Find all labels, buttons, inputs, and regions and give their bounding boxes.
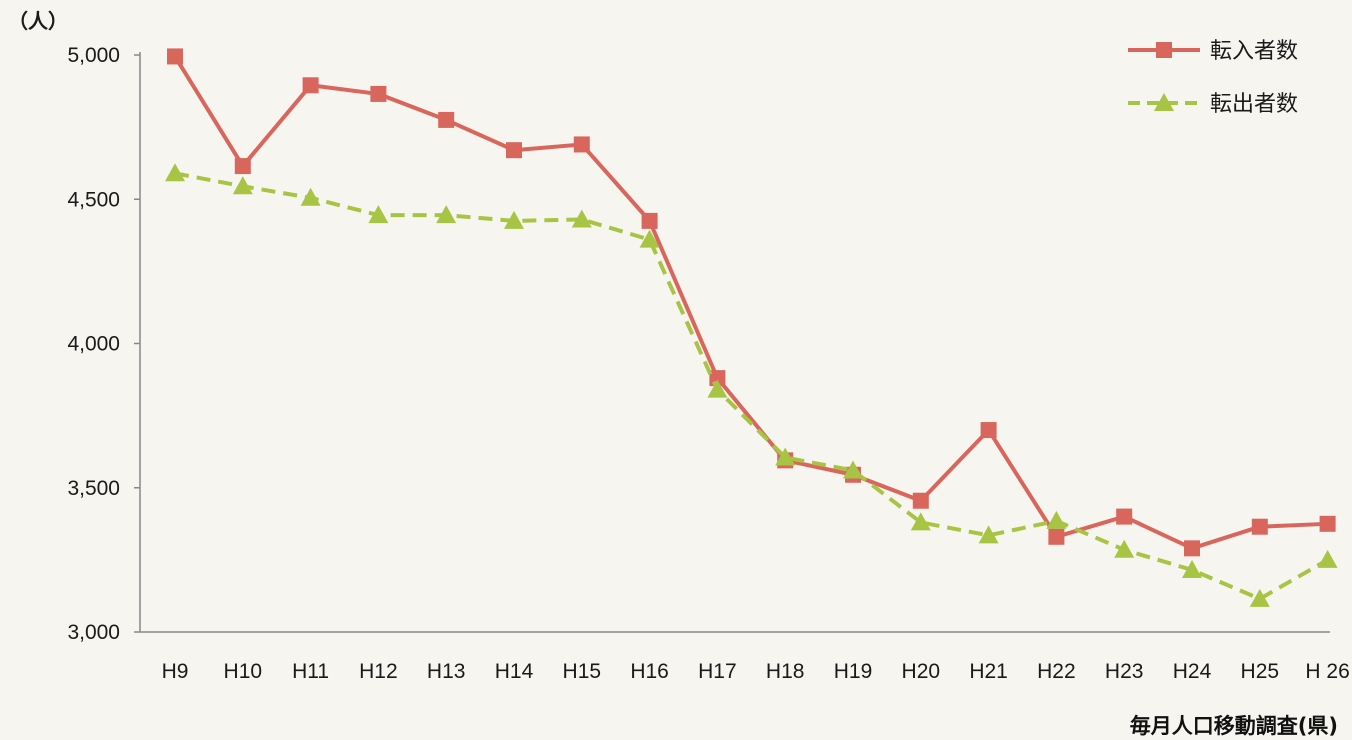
legend-square-marker xyxy=(1156,42,1172,58)
x-tick-label: H13 xyxy=(427,660,466,683)
x-tick-label: H11 xyxy=(292,660,329,683)
data-point-square xyxy=(1251,518,1268,535)
data-point-triangle xyxy=(978,525,999,544)
data-point-square xyxy=(234,158,251,175)
x-tick-label: H12 xyxy=(359,660,398,683)
data-point-triangle xyxy=(232,176,253,195)
y-tick-label: 3,000 xyxy=(67,621,120,644)
data-point-triangle xyxy=(707,379,728,398)
data-point-triangle xyxy=(1249,588,1270,607)
x-tick-label: H17 xyxy=(698,660,737,683)
series-line xyxy=(174,171,1329,601)
series-line xyxy=(173,55,1328,551)
y-tick-label: 3,500 xyxy=(67,477,120,500)
data-point-triangle xyxy=(504,210,524,229)
x-tick-label: H 26 xyxy=(1305,660,1349,683)
data-point-square xyxy=(980,422,997,439)
data-point-triangle xyxy=(1182,559,1202,578)
x-axis-ticks: H9 H10 H11 H12 H13 H14 H15 H16 H17 H18 H19 H20 H21 H2… xyxy=(162,660,1350,683)
x-tick-label: H25 xyxy=(1241,660,1280,683)
x-tick-label: H9 xyxy=(162,660,189,683)
x-tick-label: H16 xyxy=(630,660,669,683)
x-tick-label: H22 xyxy=(1037,660,1076,683)
data-point-triangle xyxy=(1317,549,1338,568)
data-point-triangle xyxy=(368,205,389,224)
data-point-triangle xyxy=(910,512,931,531)
y-tick-label: 4,500 xyxy=(67,188,120,211)
data-point-square xyxy=(1184,540,1200,557)
source-note: 毎月人口移動調査(県) xyxy=(1130,714,1338,738)
data-point-square xyxy=(1319,515,1336,532)
x-tick-label: H23 xyxy=(1105,660,1144,683)
data-point-square xyxy=(912,492,929,509)
data-point-triangle xyxy=(300,187,321,206)
legend-item-transfers-in: 転入者数 xyxy=(1128,39,1298,64)
x-tick-label: H15 xyxy=(563,660,602,683)
x-tick-label: H21 xyxy=(969,660,1008,683)
y-tick-label: 5,000 xyxy=(67,44,120,67)
data-point-square xyxy=(1116,508,1133,525)
x-tick-label: H14 xyxy=(495,660,534,683)
y-axis-unit-label: （人） xyxy=(8,9,68,33)
data-point-square xyxy=(641,212,658,229)
data-point-square xyxy=(573,136,590,153)
x-tick-label: H20 xyxy=(902,660,941,683)
legend-label-transfers-out: 転出者数 xyxy=(1210,92,1298,117)
data-point-triangle xyxy=(1046,510,1067,529)
x-tick-label: H10 xyxy=(224,660,263,683)
legend-item-transfers-out: 転出者数 xyxy=(1128,92,1298,117)
x-tick-label: H19 xyxy=(834,660,873,683)
data-point-square xyxy=(506,142,522,159)
data-point-triangle xyxy=(436,205,457,224)
y-axis-ticks: 5,000 4,500 4,000 3,500 3,000 xyxy=(67,44,140,644)
series-layer xyxy=(165,48,1338,607)
data-point-square xyxy=(438,111,455,128)
data-point-triangle xyxy=(639,229,660,248)
x-tick-label: H18 xyxy=(766,660,805,683)
legend: 転入者数 転出者数 xyxy=(1128,39,1298,117)
data-point-triangle xyxy=(1114,539,1135,558)
data-point-triangle xyxy=(775,447,796,466)
legend-triangle-marker xyxy=(1154,93,1174,111)
y-tick-label: 4,000 xyxy=(67,333,120,356)
x-tick-label: H24 xyxy=(1173,660,1212,683)
data-point-square xyxy=(1048,528,1065,545)
plot-area: 5,000 4,500 4,000 3,500 3,000 H9 H10 H11 H12 H13… xyxy=(67,44,1349,683)
data-point-triangle xyxy=(571,209,592,228)
data-point-square xyxy=(370,85,387,102)
data-point-triangle xyxy=(165,163,185,182)
data-point-square xyxy=(167,48,183,65)
data-point-triangle xyxy=(843,460,863,479)
data-point-square xyxy=(302,77,319,94)
legend-label-transfers-in: 転入者数 xyxy=(1210,39,1298,64)
